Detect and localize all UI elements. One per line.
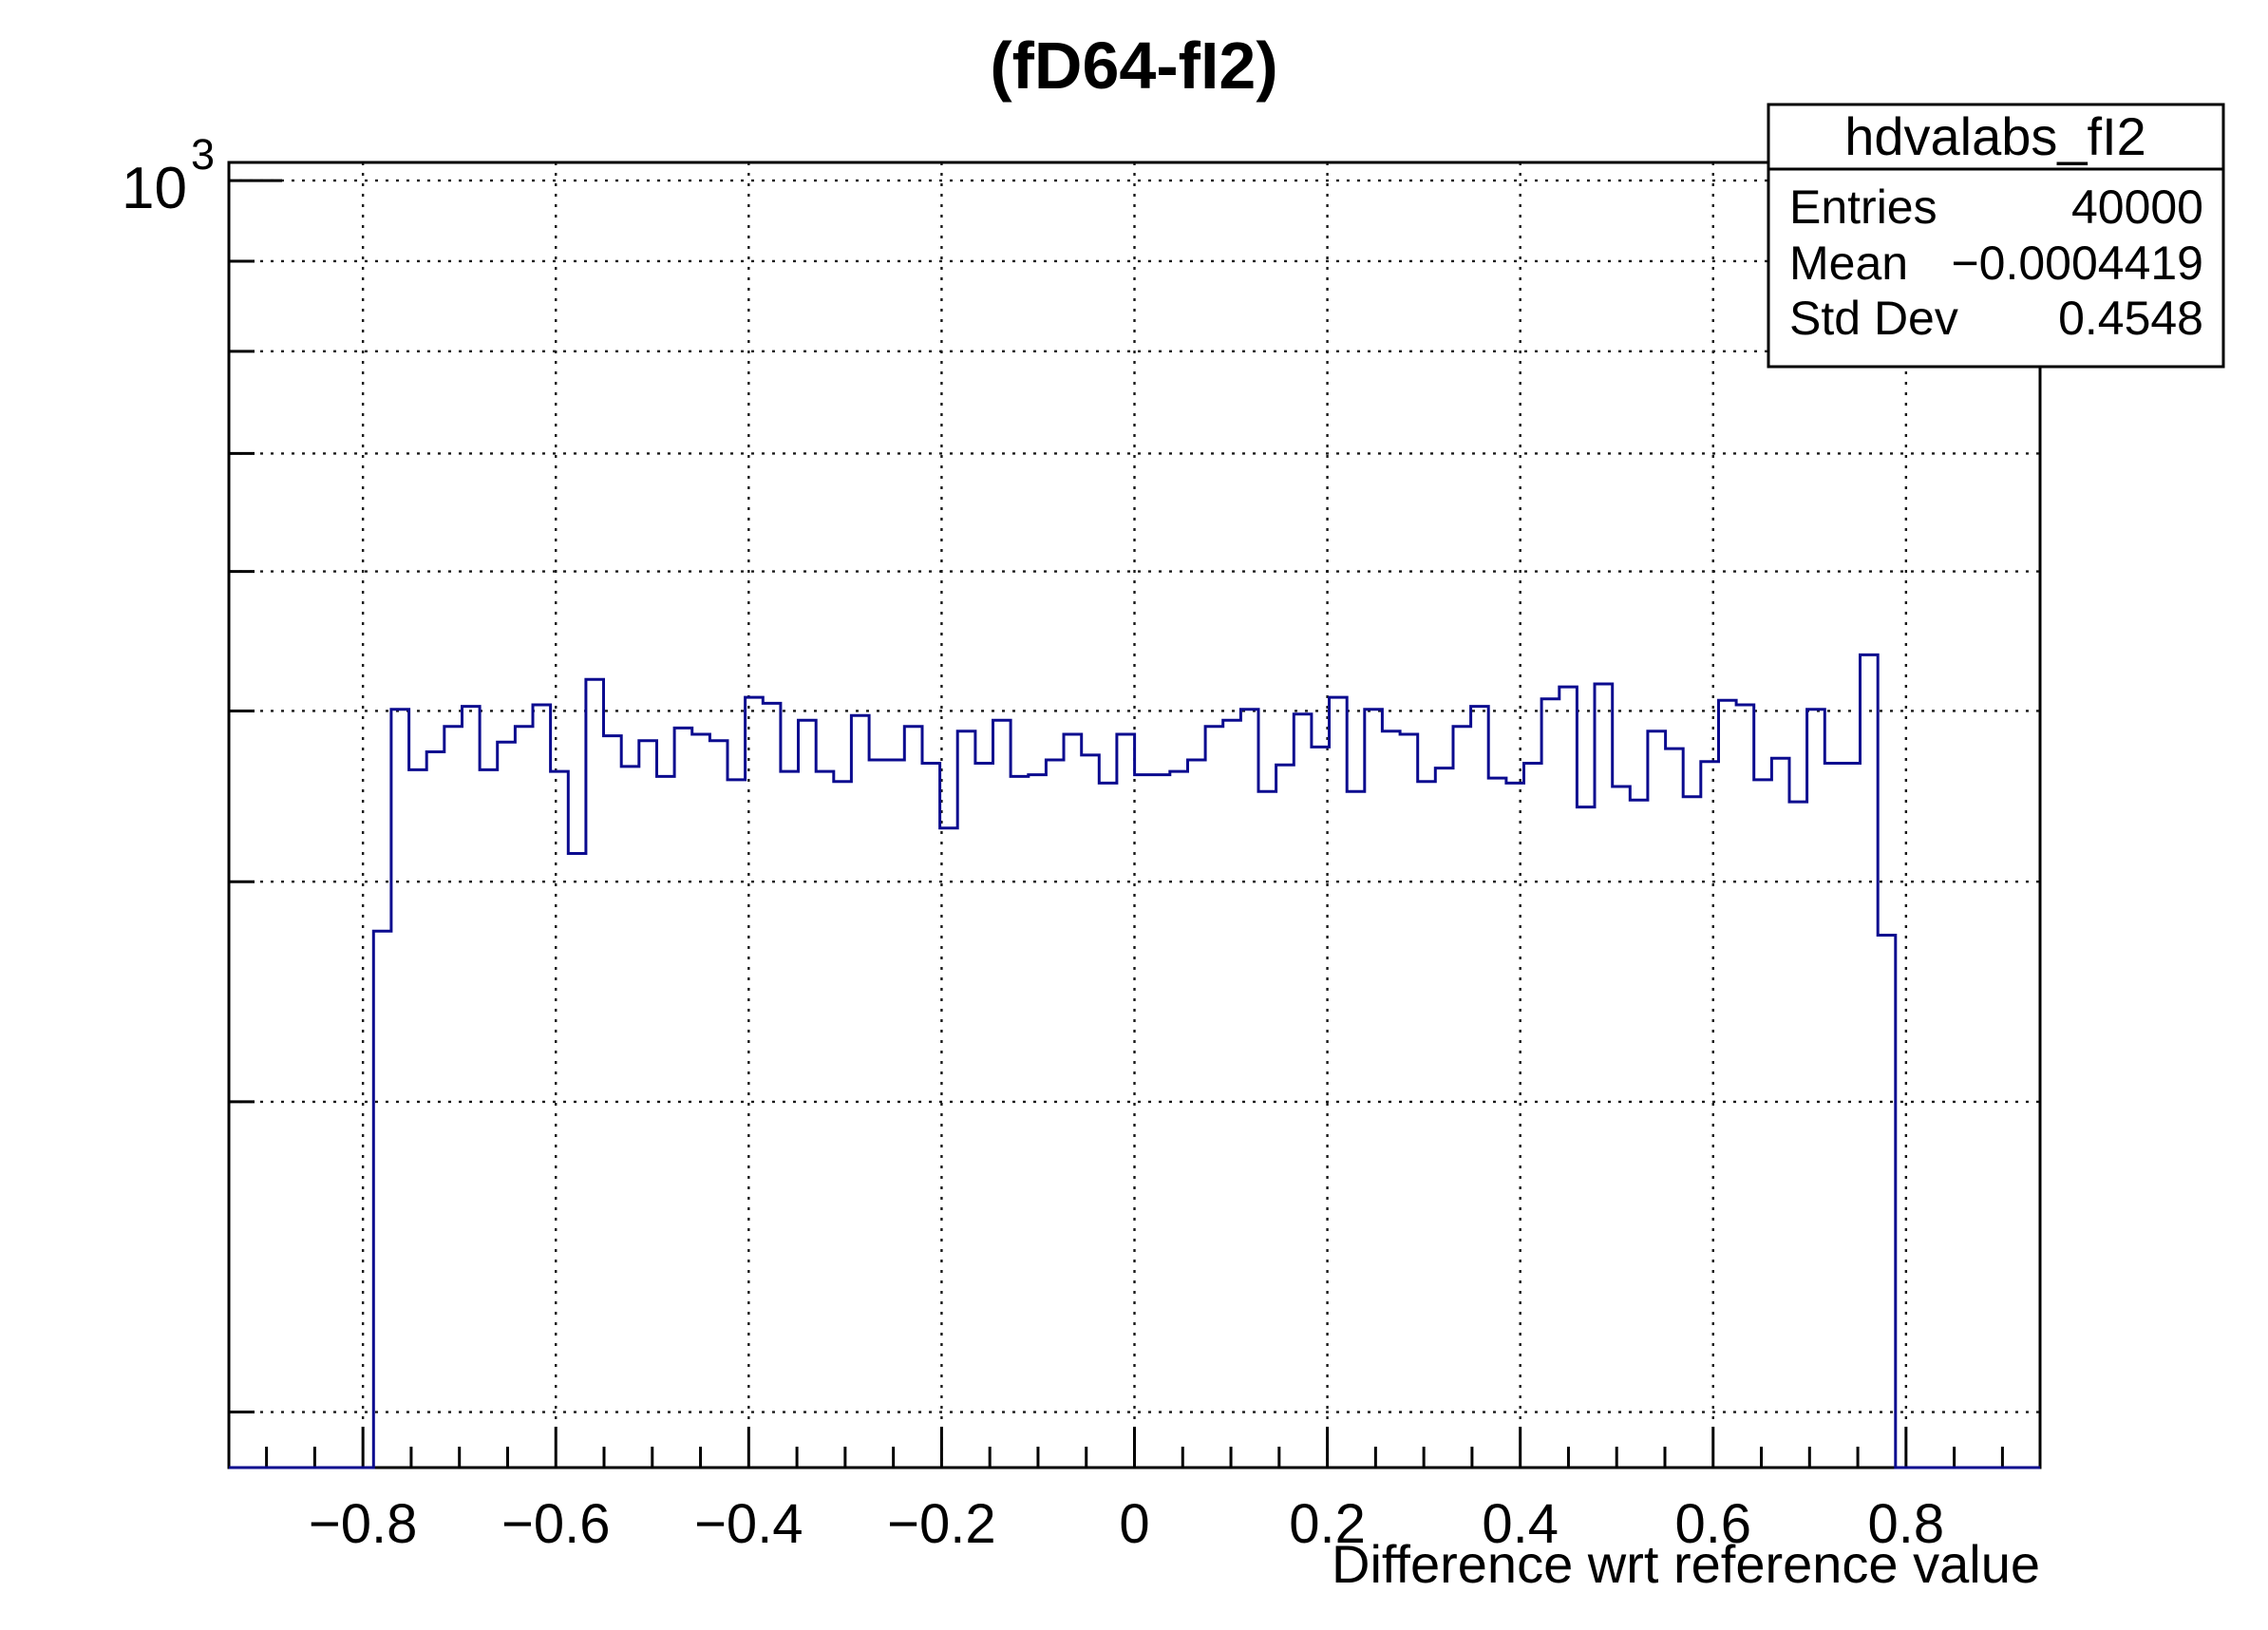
stats-box: hdvalabs_fI2 Entries 40000 Mean −0.00044… xyxy=(1767,103,2225,369)
stats-stddev-label: Std Dev xyxy=(1789,292,1958,345)
y-axis-power-base: 10 xyxy=(122,156,187,221)
axis-ticks xyxy=(229,179,2004,1468)
x-tick-label: −0.8 xyxy=(309,1493,418,1555)
histogram-line xyxy=(229,653,2040,1469)
x-tick-label: 0.6 xyxy=(1674,1493,1751,1555)
x-tick-label: 0.4 xyxy=(1482,1493,1559,1555)
x-tick-label: 0.2 xyxy=(1289,1493,1366,1555)
stats-mean-value: −0.0004419 xyxy=(1951,237,2203,290)
stats-box-frame xyxy=(1767,103,2225,369)
stats-entries-value: 40000 xyxy=(2071,180,2203,234)
x-tick-labels: −0.8 −0.6 −0.4 −0.2 0 0.2 0.4 0.6 0.8 xyxy=(309,1493,1944,1555)
gridlines xyxy=(229,162,2040,1468)
x-tick-label: −0.6 xyxy=(501,1493,611,1555)
x-tick-label: −0.2 xyxy=(887,1493,996,1555)
stats-stddev-value: 0.4548 xyxy=(2058,292,2203,345)
x-tick-label: 0.8 xyxy=(1868,1493,1945,1555)
y-axis-power-exponent: 3 xyxy=(191,130,215,179)
x-tick-label: 0 xyxy=(1119,1493,1149,1555)
x-tick-label: −0.4 xyxy=(694,1493,803,1555)
x-axis-title: Difference wrt reference value xyxy=(1332,1534,2040,1594)
stats-box-title: hdvalabs_fI2 xyxy=(1844,106,2146,166)
plot-frame xyxy=(227,161,2042,1469)
stats-entries-label: Entries xyxy=(1789,180,1937,234)
plot-title: (fD64-fI2) xyxy=(990,28,1277,103)
stats-mean-label: Mean xyxy=(1789,237,1908,290)
